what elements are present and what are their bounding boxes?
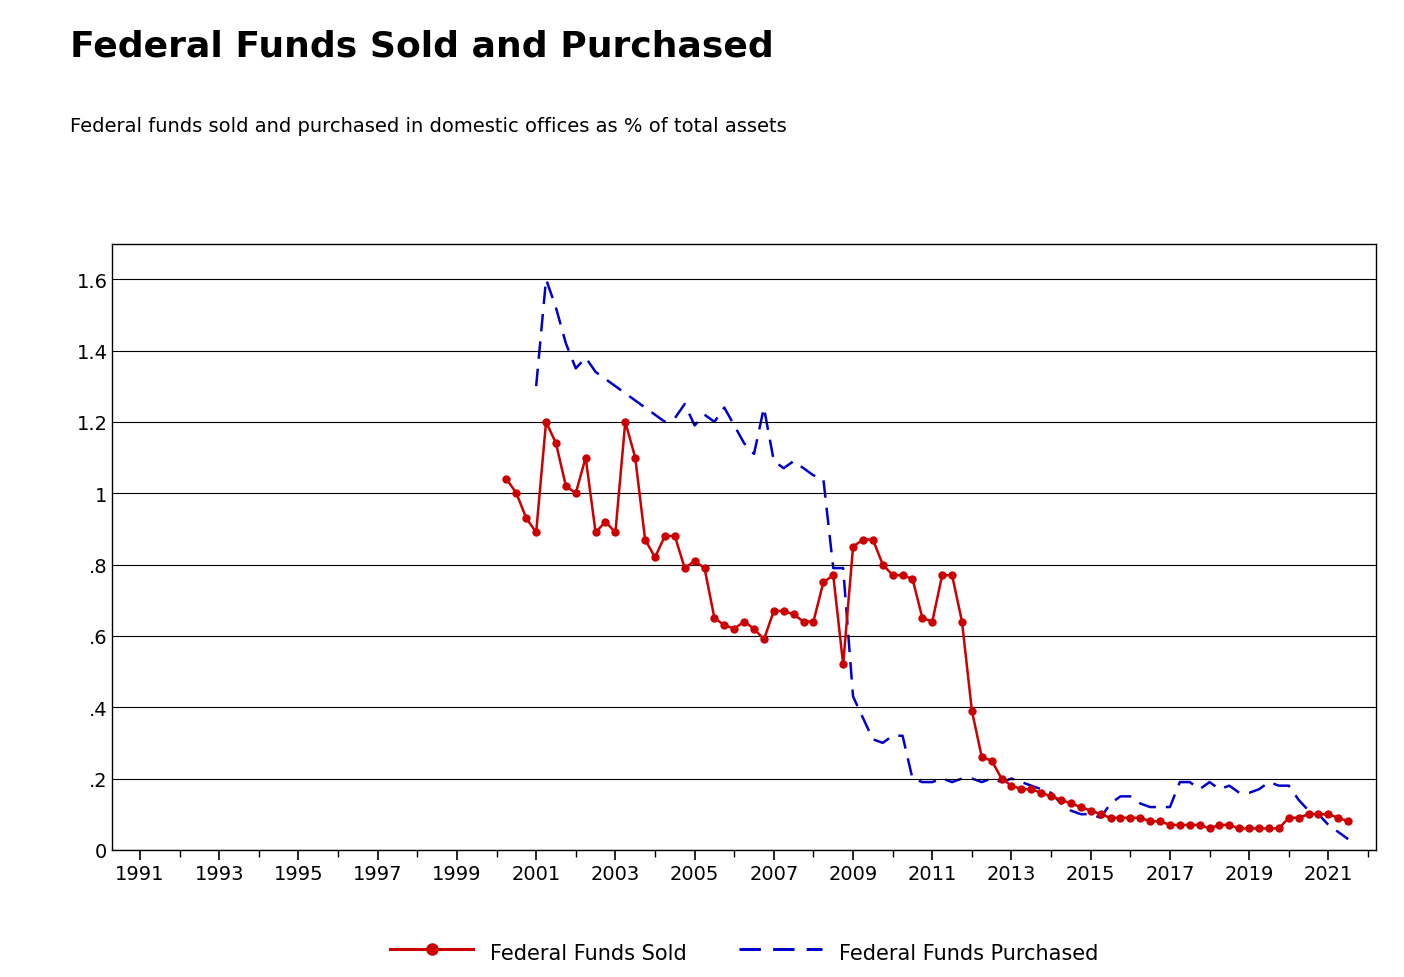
Federal Funds Sold <box>597 516 614 528</box>
Federal Funds Purchased <box>538 274 555 285</box>
Federal Funds Sold <box>1202 823 1219 834</box>
Federal Funds Purchased <box>1171 777 1188 788</box>
Federal Funds Sold <box>914 613 931 624</box>
Federal Funds Purchased <box>1024 780 1040 791</box>
Federal Funds Sold <box>518 513 535 525</box>
Federal Funds Sold <box>1231 823 1248 834</box>
Federal Funds Sold <box>1151 816 1168 828</box>
Federal Funds Purchased <box>1339 833 1356 845</box>
Text: Federal funds sold and purchased in domestic offices as % of total assets: Federal funds sold and purchased in dome… <box>70 117 788 136</box>
Federal Funds Sold <box>538 416 555 428</box>
Federal Funds Purchased <box>1122 790 1139 802</box>
Federal Funds Purchased <box>657 416 674 428</box>
Federal Funds Purchased <box>587 366 604 378</box>
Federal Funds Sold <box>548 438 564 449</box>
Text: Federal Funds Sold and Purchased: Federal Funds Sold and Purchased <box>70 29 774 64</box>
Line: Federal Funds Purchased: Federal Funds Purchased <box>536 279 1348 839</box>
Federal Funds Purchased <box>706 416 723 428</box>
Federal Funds Purchased <box>528 381 545 393</box>
Legend: Federal Funds Sold, Federal Funds Purchased: Federal Funds Sold, Federal Funds Purcha… <box>382 931 1106 973</box>
Federal Funds Sold <box>1339 816 1356 828</box>
Line: Federal Funds Sold: Federal Funds Sold <box>503 419 1352 832</box>
Federal Funds Sold <box>498 474 515 486</box>
